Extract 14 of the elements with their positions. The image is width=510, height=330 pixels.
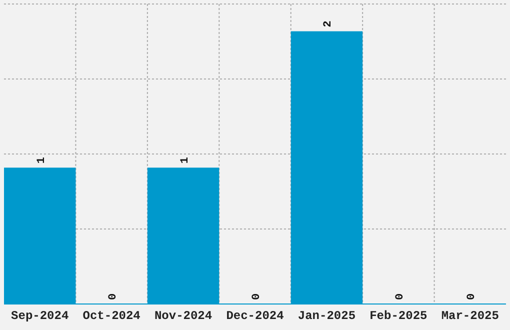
data-label: 1	[36, 156, 48, 164]
x-tick-label: Mar-2025	[441, 309, 499, 323]
x-tick-label: Jan-2025	[298, 309, 356, 323]
x-tick-label: Sep-2024	[11, 309, 69, 323]
x-tick-label: Feb-2025	[370, 309, 428, 323]
x-tick-label: Nov-2024	[154, 309, 212, 323]
data-label: 2	[322, 20, 335, 28]
data-label: 0	[394, 293, 406, 300]
data-label: 0	[251, 293, 263, 300]
data-label: 1	[179, 156, 192, 164]
data-label: 0	[108, 293, 120, 300]
x-tick-label: Dec-2024	[226, 309, 284, 323]
x-tick-label: Oct-2024	[82, 309, 140, 323]
data-label: 0	[466, 293, 478, 300]
